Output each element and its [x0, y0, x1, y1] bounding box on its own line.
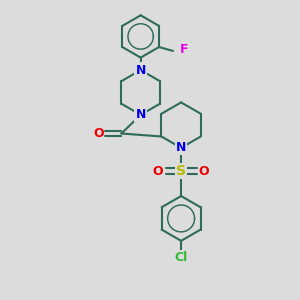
Text: N: N: [136, 64, 146, 76]
Text: Cl: Cl: [175, 250, 188, 263]
Text: N: N: [136, 108, 146, 122]
Text: N: N: [176, 141, 186, 154]
Text: O: O: [93, 127, 104, 140]
Text: O: O: [199, 165, 209, 178]
Text: S: S: [176, 164, 186, 178]
Text: O: O: [153, 165, 164, 178]
Text: F: F: [180, 43, 188, 56]
